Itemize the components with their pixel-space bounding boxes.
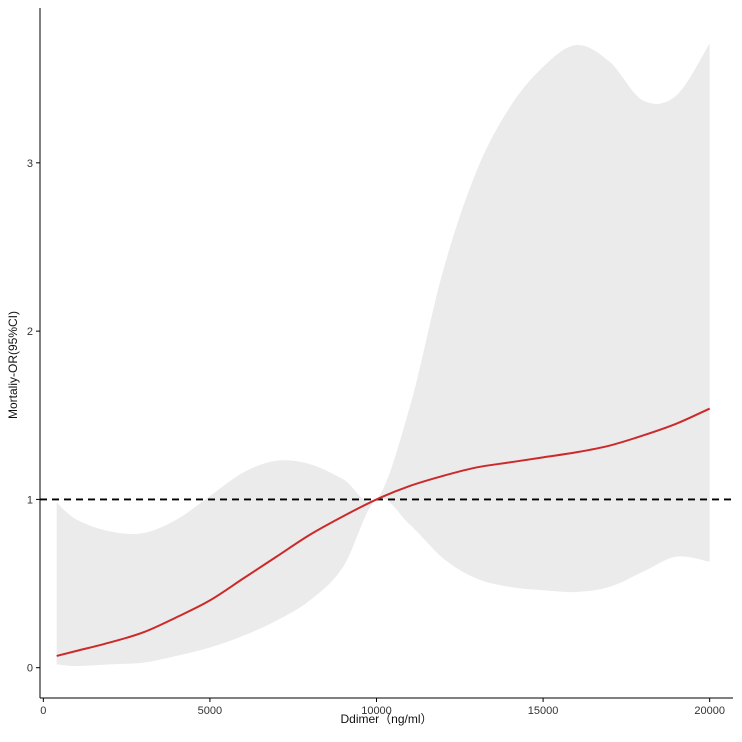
y-tick-label: 1 — [27, 494, 33, 506]
plot-area — [40, 43, 733, 667]
x-axis-title: Ddimer（ng/ml） — [340, 712, 432, 726]
y-tick-label: 3 — [27, 158, 33, 170]
y-tick-label: 2 — [27, 326, 33, 338]
x-axis-ticks: 0 5000 10000 15000 20000 — [40, 698, 725, 717]
x-tick-label: 0 — [40, 705, 46, 717]
y-axis-title: Mortaliy-OR(95%CI) — [6, 311, 20, 419]
y-tick-label: 0 — [27, 663, 33, 675]
y-axis-ticks: 0 1 2 3 — [27, 158, 40, 675]
or-curve — [56, 407, 711, 657]
confidence-band — [56, 43, 710, 667]
x-tick-label: 5000 — [198, 705, 222, 717]
x-tick-label: 20000 — [694, 705, 725, 717]
x-tick-label: 15000 — [528, 705, 559, 717]
x-tick-label: 10000 — [361, 705, 392, 717]
